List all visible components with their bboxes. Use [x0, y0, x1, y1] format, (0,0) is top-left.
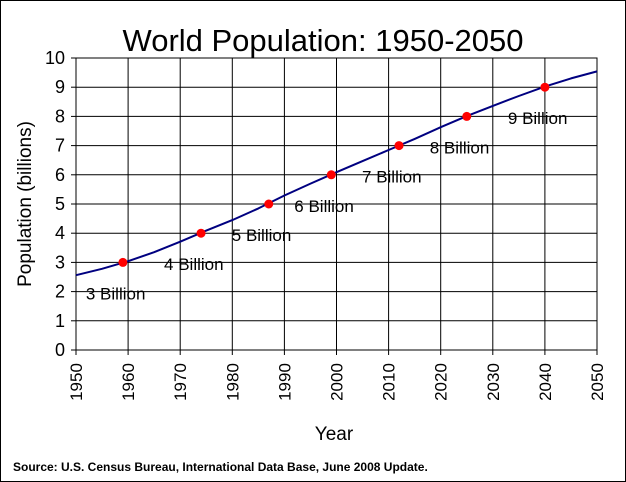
y-tick-label: 8: [55, 106, 65, 126]
milestone-label: 4 Billion: [164, 255, 224, 274]
x-tick-label: 1970: [171, 363, 190, 401]
y-tick-label: 1: [55, 311, 65, 331]
milestone-marker: [540, 82, 550, 92]
x-tick-label: 2030: [484, 363, 503, 401]
series-layer: [75, 70, 598, 277]
y-tick-label: 5: [55, 194, 65, 214]
x-tick-label: 2040: [536, 363, 555, 401]
y-tick-label: 6: [55, 165, 65, 185]
chart-title: World Population: 1950-2050: [123, 23, 524, 58]
milestone-marker: [462, 111, 472, 121]
x-tick-label: 1980: [223, 363, 242, 401]
milestone-marker: [394, 141, 404, 151]
x-tick-label: 2010: [380, 363, 399, 401]
milestone-label: 8 Billion: [430, 138, 490, 157]
x-tick-label: 2000: [328, 363, 347, 401]
plot-area-border: [75, 57, 598, 351]
y-tick-label: 2: [55, 282, 65, 302]
x-tick-label: 2050: [588, 363, 607, 401]
milestone-marker: [118, 257, 128, 267]
x-tick-label: 2020: [432, 363, 451, 401]
milestone-markers: [118, 82, 550, 267]
milestone-marker: [326, 170, 336, 180]
x-tick-label: 1960: [119, 363, 138, 401]
milestone-label: 3 Billion: [86, 284, 146, 303]
milestone-label: 7 Billion: [362, 168, 422, 187]
milestone-label: 9 Billion: [508, 109, 568, 128]
y-tick-label: 3: [55, 252, 65, 272]
x-axis-label: Year: [315, 424, 354, 445]
milestone-marker: [264, 199, 274, 209]
y-tick-label: 0: [55, 340, 65, 360]
y-tick-label: 9: [55, 77, 65, 97]
y-tick-label: 7: [55, 136, 65, 156]
x-tick-label: 1950: [67, 363, 86, 401]
milestone-label: 6 Billion: [294, 197, 354, 216]
y-tick-label: 4: [55, 223, 65, 243]
axes: 0 1 2 3 4 5 6 7 8 9 10 1950 1960 1970 1980 1990 2000 2010…: [45, 48, 607, 401]
milestone-label: 5 Billion: [232, 226, 292, 245]
y-axis-label: Population (billions): [15, 121, 36, 287]
y-tick-label: 10: [45, 48, 65, 68]
milestone-marker: [196, 228, 206, 238]
x-tick-label: 1990: [275, 363, 294, 401]
population-line: [75, 70, 598, 277]
source-note: Source: U.S. Census Bureau, Internationa…: [13, 460, 428, 474]
